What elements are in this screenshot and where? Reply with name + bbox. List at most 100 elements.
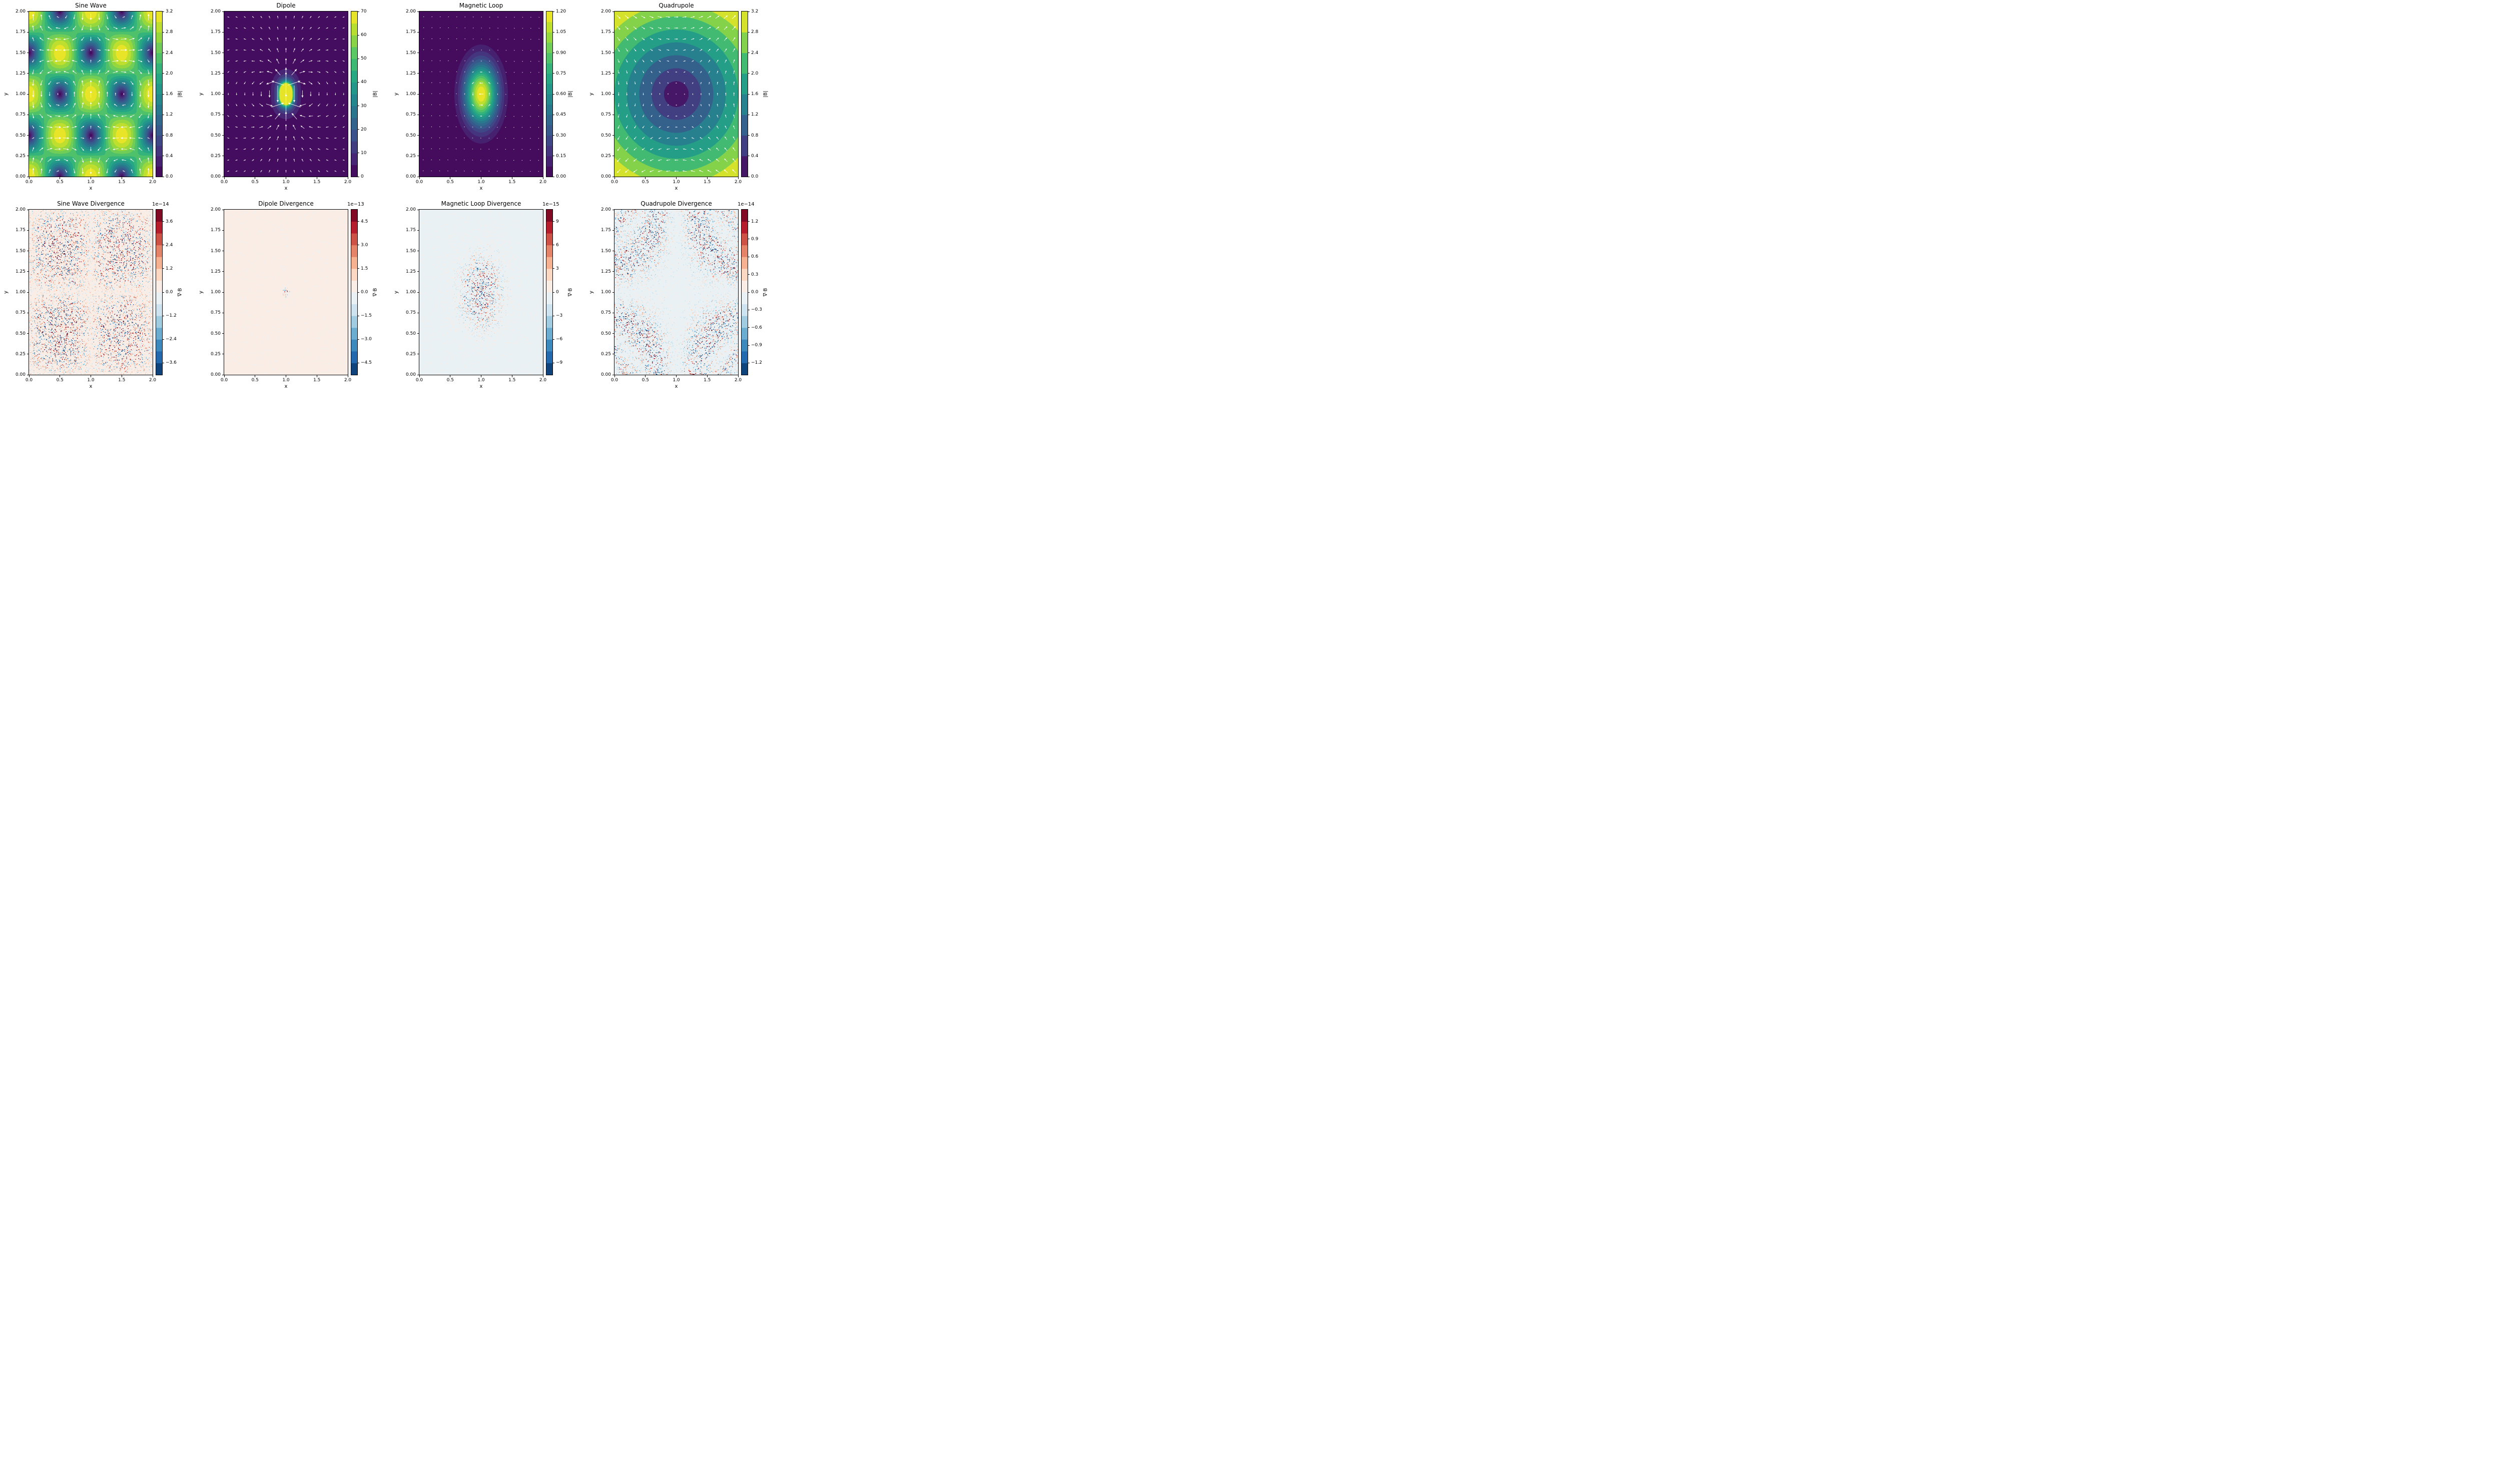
panel-quadrupole: Quadrupole y x 0.00 0.25 0.50 0.75 1.00 1.25 1.50… — [585, 0, 781, 195]
x-tick-label: 2.0 — [149, 180, 157, 185]
x-tick-label: 1.0 — [477, 378, 485, 383]
colorbar-tick-label: −3 — [556, 313, 563, 319]
x-axis-label: x — [284, 186, 288, 191]
colorbar-tick-label: 3 — [556, 266, 559, 271]
panel-title: Sine Wave Divergence — [57, 200, 125, 207]
colorbar-tick-label: 4.5 — [361, 219, 368, 224]
colorbar-tick-mark — [552, 221, 554, 222]
colorbar-tick-mark — [748, 73, 750, 74]
panel-title: Magnetic Loop Divergence — [441, 200, 521, 207]
colorbar-tick-mark — [162, 32, 164, 33]
colorbar-offset-label: 1e−13 — [347, 202, 364, 207]
colorbar-tick-label: 0.3 — [751, 272, 759, 277]
x-tick-label: 0.5 — [446, 180, 454, 185]
y-tick-mark — [222, 230, 224, 231]
y-tick-label: 0.00 — [15, 174, 26, 179]
x-tick-label: 1.0 — [87, 378, 95, 383]
x-tick-label: 0.5 — [642, 378, 649, 383]
x-tick-mark — [224, 177, 225, 179]
colorbar-tick-mark — [748, 274, 750, 275]
y-tick-label: 1.50 — [600, 50, 611, 56]
colorbar-canvas — [351, 12, 357, 177]
y-tick-mark — [417, 333, 419, 334]
y-tick-mark — [417, 135, 419, 136]
x-tick-label: 0.0 — [415, 378, 423, 383]
panel-title: Quadrupole Divergence — [641, 200, 712, 207]
colorbar-tick-mark — [552, 94, 554, 95]
y-tick-label: 1.50 — [15, 50, 26, 56]
y-axis-label: y — [588, 93, 594, 96]
y-tick-label: 0.25 — [405, 153, 416, 159]
colorbar-tick-label: 0.0 — [166, 174, 173, 179]
colorbar-tick-mark — [357, 221, 359, 222]
x-tick-label: 0.5 — [642, 180, 649, 185]
y-tick-mark — [417, 94, 419, 95]
colorbar-tick-mark — [162, 94, 164, 95]
colorbar-tick-mark — [552, 135, 554, 136]
x-tick-label: 1.0 — [87, 180, 95, 185]
colorbar-tick-label: −3.6 — [166, 360, 177, 366]
colorbar-frame — [741, 11, 748, 177]
x-tick-label: 0.5 — [251, 378, 259, 383]
colorbar-tick-label: 1.6 — [166, 92, 173, 97]
x-tick-mark — [738, 177, 739, 179]
x-tick-label: 1.5 — [118, 378, 126, 383]
y-tick-mark — [417, 32, 419, 33]
colorbar-tick-label: 2.4 — [166, 242, 173, 248]
plot-frame — [224, 209, 348, 375]
x-tick-label: 1.5 — [704, 180, 711, 185]
y-tick-label: 0.75 — [405, 112, 416, 118]
y-tick-label: 0.75 — [600, 112, 611, 118]
plot-frame — [419, 11, 543, 177]
plot-canvas — [29, 210, 153, 375]
colorbar-tick-label: 1.2 — [166, 266, 173, 271]
y-tick-mark — [612, 32, 614, 33]
x-axis-label: x — [479, 186, 483, 191]
plot-frame — [29, 209, 153, 375]
y-tick-label: 0.50 — [15, 331, 26, 336]
x-tick-mark — [614, 375, 615, 377]
y-axis-label: y — [588, 291, 594, 294]
colorbar-tick-label: 10 — [361, 150, 367, 156]
x-tick-label: 1.5 — [313, 180, 321, 185]
colorbar-label: ∇·B — [372, 288, 378, 297]
colorbar-tick-label: 3.2 — [166, 9, 173, 14]
colorbar-offset-label: 1e−14 — [152, 202, 169, 207]
colorbar-tick-mark — [162, 292, 164, 293]
colorbar-tick-label: 9 — [556, 219, 559, 224]
panel-dipole: Dipole y x 0.00 0.25 0.50 0.75 1.00 1.25 1.50 1.75… — [195, 0, 390, 195]
colorbar-tick-label: 0 — [361, 174, 364, 179]
colorbar-tick-mark — [162, 73, 164, 74]
panel-title: Dipole Divergence — [258, 200, 314, 207]
y-tick-label: 1.00 — [405, 92, 416, 97]
y-tick-label: 0.50 — [600, 133, 611, 138]
colorbar-tick-mark — [162, 135, 164, 136]
y-tick-mark — [222, 271, 224, 272]
y-tick-label: 1.50 — [210, 248, 221, 254]
y-tick-mark — [27, 32, 29, 33]
plot-frame — [224, 11, 348, 177]
y-tick-label: 1.25 — [210, 269, 221, 274]
x-tick-label: 0.0 — [220, 378, 228, 383]
colorbar-tick-label: 2.4 — [166, 50, 173, 56]
y-tick-label: 1.75 — [405, 228, 416, 233]
y-tick-label: 0.25 — [405, 351, 416, 357]
x-tick-label: 2.0 — [734, 180, 742, 185]
colorbar-tick-mark — [552, 339, 554, 340]
colorbar-tick-label: 0.4 — [751, 153, 759, 159]
colorbar-tick-label: 0.0 — [751, 290, 759, 295]
plot-frame — [29, 11, 153, 177]
colorbar-tick-mark — [748, 327, 750, 328]
panel-title: Sine Wave — [75, 2, 107, 9]
colorbar-tick-label: 2.4 — [751, 50, 759, 56]
y-tick-mark — [612, 94, 614, 95]
y-tick-label: 1.75 — [405, 30, 416, 35]
x-tick-label: 1.0 — [282, 378, 290, 383]
colorbar-tick-mark — [357, 35, 359, 36]
colorbar-tick-mark — [748, 32, 750, 33]
plot-canvas — [419, 210, 543, 375]
panel-title: Magnetic Loop — [459, 2, 503, 9]
y-tick-label: 1.25 — [405, 71, 416, 76]
y-tick-label: 0.00 — [600, 372, 611, 377]
y-tick-label: 0.75 — [405, 310, 416, 316]
